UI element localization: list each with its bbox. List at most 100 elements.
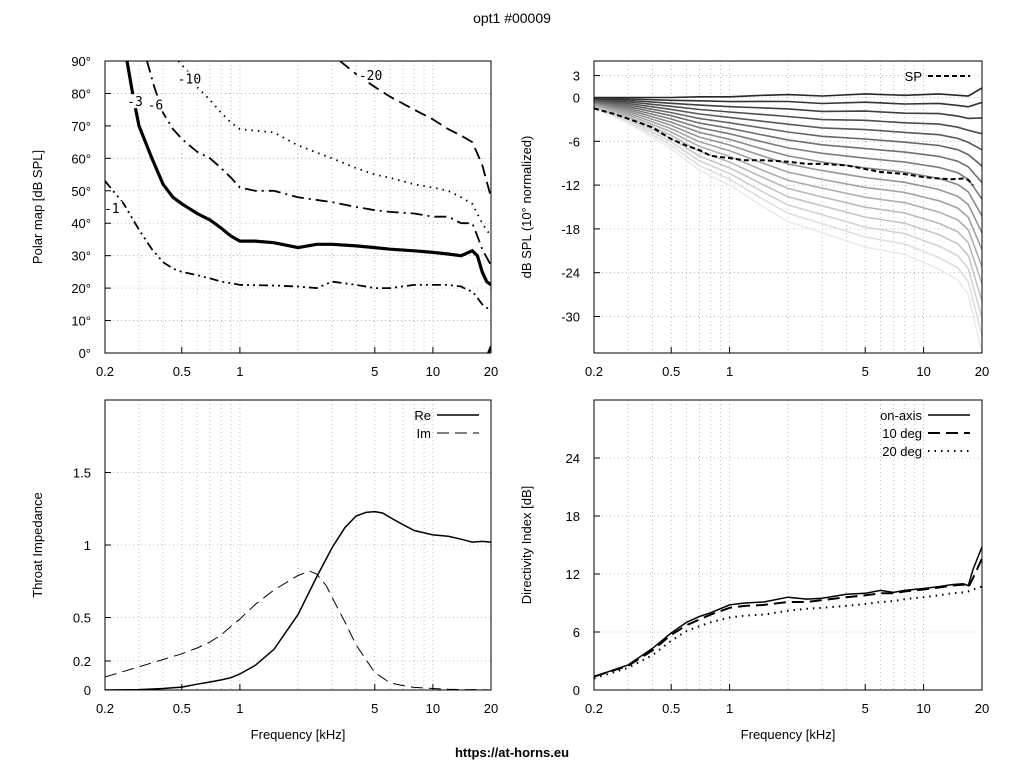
contour-label: -20 [359, 69, 382, 84]
y-tick-label: 0 [573, 683, 580, 698]
legend-label: Im [417, 426, 431, 441]
polar-response-line [594, 106, 982, 336]
x-tick-label: 5 [371, 364, 378, 379]
x-tick-label: 10 [426, 701, 440, 716]
legend-label: 20 deg [882, 444, 922, 459]
x-tick-label: 5 [862, 701, 869, 716]
grid [594, 400, 982, 690]
y-tick-label: 30° [71, 249, 91, 264]
y-tick-label: 10° [71, 314, 91, 329]
series-line--6 [146, 61, 491, 266]
page-title: opt1 #00009 [473, 10, 551, 26]
x-tick-label: 0.2 [585, 364, 603, 379]
contour-label-bg [125, 94, 146, 109]
contour-label: -1 [104, 202, 120, 217]
contour-label-bg [175, 71, 204, 86]
y-tick-label: -18 [561, 222, 580, 237]
y-tick-label: 6 [573, 625, 580, 640]
polar-response-line [594, 102, 982, 234]
y-tick-label: 0 [573, 91, 580, 106]
x-tick-label: 0.5 [662, 364, 680, 379]
plot-area [594, 87, 982, 353]
y-axis-label: Throat Impedance [30, 492, 45, 598]
legend-label: 10 deg [882, 426, 922, 441]
polar-response-line [594, 98, 982, 135]
x-tick-label: 1 [726, 364, 733, 379]
x-tick-label: 20 [484, 701, 498, 716]
series-line--3 [125, 61, 491, 287]
y-tick-label: 70° [71, 119, 91, 134]
contour-label-bg [356, 68, 385, 83]
series-line-on-axis [594, 546, 982, 678]
y-axis-label: Polar map [dB SPL] [30, 150, 45, 264]
plot-frame [593, 60, 983, 354]
contour-label-bg [145, 97, 166, 112]
x-axis-label: Frequency [kHz] [251, 727, 346, 742]
y-tick-label: 0° [79, 346, 91, 361]
polar-response-line [594, 99, 982, 151]
x-tick-label: 0.5 [662, 701, 680, 716]
plot-frame [593, 399, 983, 691]
polar-response-line [594, 104, 982, 268]
contour-label: -6 [148, 98, 164, 113]
x-tick-label: 1 [726, 701, 733, 716]
y-tick-label: 18 [566, 509, 580, 524]
legend-label: on-axis [880, 408, 922, 423]
y-tick-label: 60° [71, 151, 91, 166]
plot-frame [104, 60, 492, 354]
series-line-Im [105, 570, 491, 690]
y-tick-label: 1.5 [73, 466, 91, 481]
polar-response-line [594, 87, 982, 99]
x-tick-label: 0.2 [96, 364, 114, 379]
x-axis-label: Frequency [kHz] [741, 727, 836, 742]
y-tick-label: -30 [561, 310, 580, 325]
y-tick-label: 50° [71, 184, 91, 199]
y-tick-label: 1 [84, 538, 91, 553]
y-tick-label: 0.2 [73, 654, 91, 669]
polar-response-line [594, 97, 982, 120]
y-tick-label: 3 [573, 69, 580, 84]
x-tick-label: 1 [236, 701, 243, 716]
plot-area [105, 510, 491, 690]
polar-response-line [594, 103, 982, 251]
x-tick-label: 10 [426, 364, 440, 379]
polar-response-line [594, 102, 982, 217]
y-axis-label: dB SPL (10° normalized) [519, 136, 534, 279]
legend-label: Re [414, 408, 431, 423]
y-tick-label: 80° [71, 86, 91, 101]
y-tick-label: -24 [561, 266, 580, 281]
y-tick-label: 90° [71, 54, 91, 69]
x-tick-label: 5 [371, 701, 378, 716]
plot-area [105, 61, 491, 353]
plot-frame [104, 399, 492, 691]
polar-response-line [594, 106, 982, 319]
x-tick-label: 0.5 [173, 364, 191, 379]
y-tick-label: 12 [566, 567, 580, 582]
y-tick-label: 0 [84, 683, 91, 698]
panel-di: 0.2 0.5 1 5 10 20 0 6 12 18 24 Directivity Index [d… [519, 399, 989, 742]
series-line-20 deg [594, 585, 982, 680]
panel-impedance: 0.2 0.5 1 5 10 20 0 0.2 0.5 1 1.5 Throat Impedance F… [30, 399, 498, 742]
x-tick-label: 10 [916, 701, 930, 716]
contour-label-bg [101, 201, 122, 216]
y-axis-label: Directivity Index [dB] [519, 486, 534, 605]
polar-response-line [594, 107, 982, 353]
legend-label: SP [905, 69, 922, 84]
y-tick-label: 0.5 [73, 611, 91, 626]
x-tick-label: 1 [236, 364, 243, 379]
panel-polar: 0.2 0.5 1 5 10 20 0° 10° 20° 30° 40° 50° 60° 70° 80° 90… [30, 54, 498, 379]
contour-label: -3 [127, 95, 143, 110]
series-line--20 [339, 61, 491, 198]
x-tick-label: 0.2 [585, 701, 603, 716]
x-tick-label: 10 [916, 364, 930, 379]
y-tick-label: 24 [566, 451, 580, 466]
grid [105, 400, 491, 690]
plot-area [594, 546, 982, 680]
polar-response-line [594, 100, 982, 184]
polar-response-line [594, 101, 982, 200]
y-tick-label: 20° [71, 281, 91, 296]
x-tick-label: 20 [484, 364, 498, 379]
polar-response-line [594, 104, 982, 285]
contour-label: -10 [178, 72, 201, 87]
